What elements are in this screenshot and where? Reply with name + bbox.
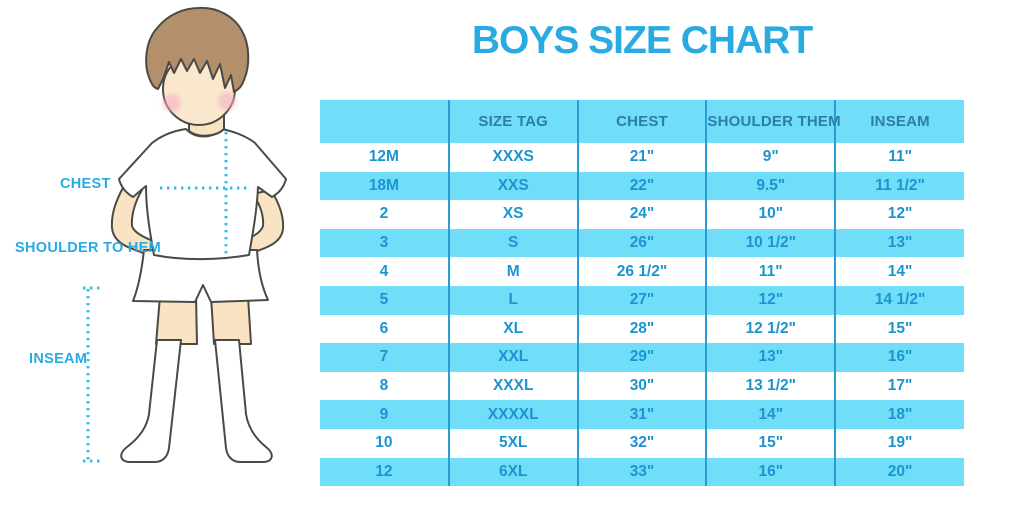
cell-size-tag: XS [448,200,579,229]
size-table-header-row: SIZE TAG CHEST SHOULDER THEM INSEAM [320,100,964,143]
table-row: 4 M 26 1/2" 11" 14" [320,257,964,286]
table-row: 10 5XL 32" 15" 19" [320,428,964,458]
table-row: 7 XXL 29" 13" 16" [320,343,964,372]
table-row: 3 S 26" 10 1/2" 13" [320,228,964,258]
cell-size: 18M [320,171,450,201]
cell-chest: 26" [577,228,708,258]
cell-inseam: 14" [887,262,913,280]
cell-size: 3 [320,228,450,258]
cell-shoulder: 15" [706,428,837,458]
cell-shoulder: 11" [706,257,837,286]
table-row: 9 XXXXL 31" 14" 18" [320,400,964,429]
header-inseam: INSEAM [835,100,964,143]
cell-size: 10 [320,428,450,458]
cell-shoulder: 10 1/2" [706,228,837,258]
cell-chest: 22" [577,171,708,201]
table-row: 12 6XL 33" 16" 20" [320,457,964,487]
cell-size: 7 [320,343,450,372]
cell-inseam: 12" [887,205,913,223]
cell-size: 9 [320,400,450,429]
cell-inseam: 15" [887,319,913,337]
cell-size: 6 [320,314,450,344]
table-row: 6 XL 28" 12 1/2" 15" [320,314,964,344]
cell-shoulder: 12 1/2" [706,314,837,344]
cell-inseam: 20" [887,462,913,480]
table-row: 5 L 27" 12" 14 1/2" [320,285,964,315]
cell-chest: 31" [577,400,708,429]
cell-inseam: 14 1/2" [874,291,926,309]
cell-size: 12M [320,143,450,172]
page-title: BOYS SIZE CHART [471,19,813,62]
table-row: 18M XXS 22" 9.5" 11 1/2" [320,171,964,201]
cell-chest: 24" [577,200,708,229]
cell-inseam: 17" [887,377,913,395]
boy-illustration [83,6,287,463]
cell-size: 2 [320,200,450,229]
table-row: 2 XS 24" 10" 12" [320,200,964,229]
cell-size-tag: XXS [448,171,579,201]
header-chest: CHEST [577,100,708,143]
header-size [320,100,450,143]
shoulder-to-hem-label: SHOULDER TO HEM [15,240,162,256]
cell-inseam: 19" [887,434,913,452]
cell-size: 5 [320,285,450,315]
cell-chest: 29" [577,343,708,372]
cell-size-tag: L [448,285,579,315]
chest-label: CHEST [60,176,111,192]
cell-size-tag: S [448,228,579,258]
cell-chest: 32" [577,428,708,458]
cell-shoulder: 14" [706,400,837,429]
cell-size-tag: M [448,257,579,286]
cell-size: 12 [320,457,450,487]
cell-chest: 28" [577,314,708,344]
cell-size-tag: 5XL [448,428,579,458]
cell-size-tag: 6XL [448,457,579,487]
cell-size-tag: XL [448,314,579,344]
cell-chest: 21" [577,143,708,172]
cell-inseam: 11" [888,148,912,166]
header-size-tag: SIZE TAG [448,100,579,143]
header-shoulder: SHOULDER THEM [706,100,841,143]
table-row: 8 XXXL 30" 13 1/2" 17" [320,371,964,401]
cell-inseam: 16" [887,348,913,366]
size-table: SIZE TAG CHEST SHOULDER THEM INSEAM 12M … [320,100,964,487]
cell-shoulder: 13" [706,343,837,372]
cell-chest: 26 1/2" [577,257,708,286]
cell-shoulder: 12" [706,285,837,315]
cell-shoulder: 13 1/2" [706,371,837,401]
cell-inseam: 13" [887,234,913,252]
cell-shoulder: 16" [706,457,837,487]
cell-inseam: 18" [887,405,913,423]
cell-chest: 33" [577,457,708,487]
cell-chest: 27" [577,285,708,315]
cell-shoulder: 9" [706,143,837,172]
cell-size: 8 [320,371,450,401]
table-row: 12M XXXS 21" 9" 11" [320,143,964,172]
cell-shoulder: 9.5" [706,171,837,201]
cell-size-tag: XXXL [448,371,579,401]
cell-size-tag: XXXS [448,143,579,172]
inseam-label: INSEAM [29,351,88,367]
cell-size: 4 [320,257,450,286]
cell-shoulder: 10" [706,200,837,229]
cell-inseam: 11 1/2" [875,176,925,194]
cell-size-tag: XXXXL [448,400,579,429]
cell-size-tag: XXL [448,343,579,372]
cell-chest: 30" [577,371,708,401]
